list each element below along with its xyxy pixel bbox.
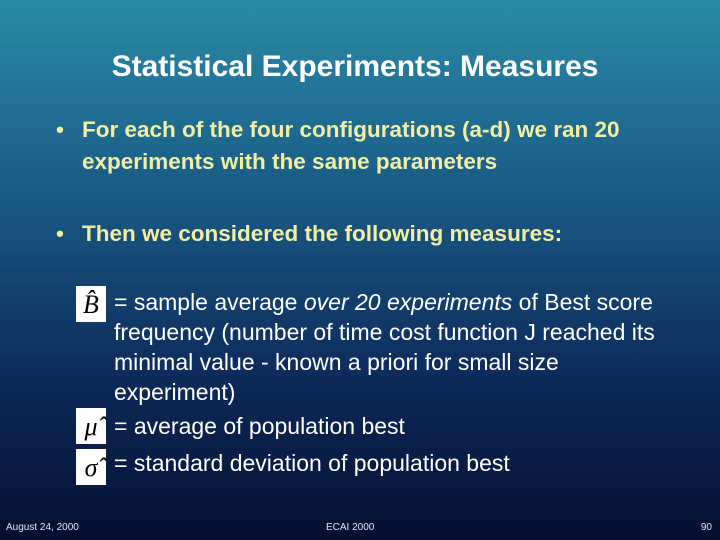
measure-text: = standard deviation of population best [114,450,510,476]
bullet-text: Then we considered the following measure… [82,221,563,246]
math-symbol: σ̂ [76,449,106,485]
bullet-text: For each of the four configurations (a-d… [82,117,620,174]
measure-text: of Best score frequency (number of time … [114,289,655,405]
measure: = average of population best [114,411,674,441]
math-symbol: μ̂ [76,408,106,444]
measure: = sample average over 20 experiments of … [114,287,674,407]
math-symbol: B̂ [76,286,106,322]
measure-emphasis: over 20 experiments [303,289,513,315]
bullet: • Then we considered the following measur… [56,218,667,250]
measure-text: = sample average [114,289,304,315]
bullet-dot: • [56,117,64,142]
bullet: • For each of the four configurations (a-… [56,114,667,178]
footer-event: ECAI 2000 [326,522,375,533]
measure-text: = average of population best [114,413,405,439]
bullet-dot: • [56,221,64,246]
measure: = standard deviation of population best [114,448,674,478]
footer-page: 90 [700,522,712,533]
footer-date: August 24, 2000 [6,522,79,533]
slide-title: Statistical Experiments: Measures [111,50,599,83]
